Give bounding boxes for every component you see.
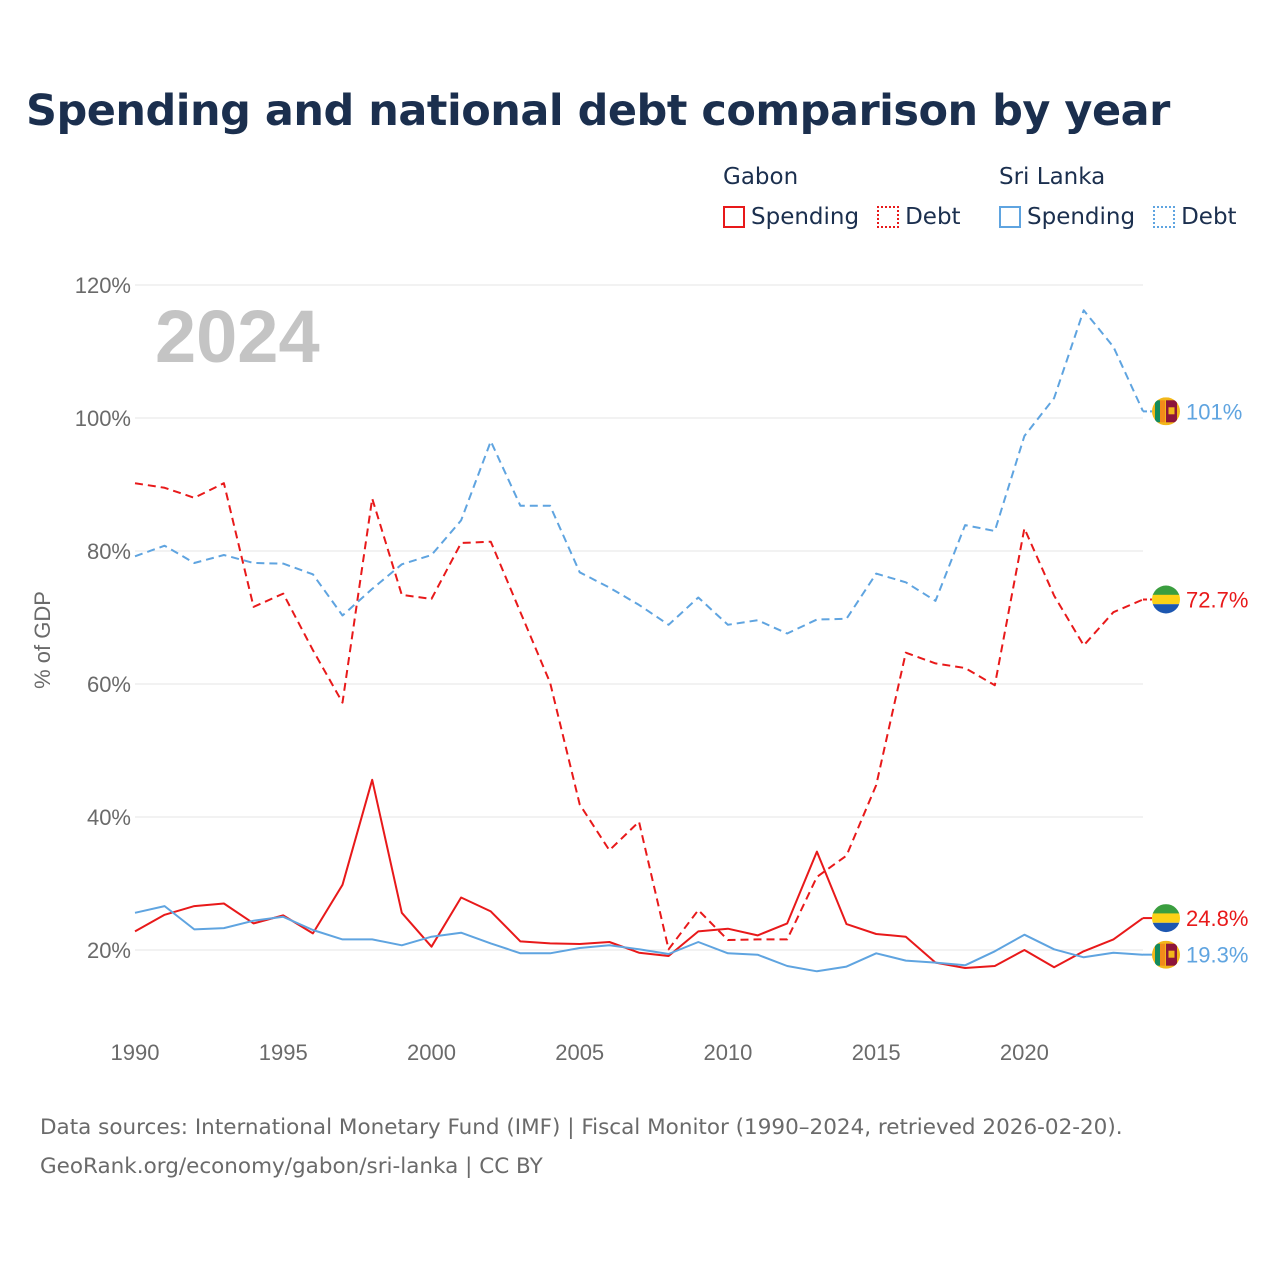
end-value-label: 19.3% [1186,943,1248,968]
series-line-sri-lanka-spending [134,905,1144,973]
legend-swatch-solid [999,206,1021,228]
flag-stripe-blue [1152,922,1180,933]
y-axis: 20% 40% 60% 80% 100% 120% [75,273,131,963]
y-tick-label: 100% [75,406,131,431]
x-tick-label: 1990 [111,1040,160,1065]
flag-stripe-green [1152,904,1180,915]
y-tick-label: 60% [87,672,131,697]
flag-band-orange [1160,400,1165,423]
footer: Data sources: International Monetary Fun… [40,1108,1123,1186]
legend-item-gabon-spending[interactable]: Spending [723,204,859,230]
series-line-gabon-spending [134,778,1144,969]
flag-stripe-yellow [1152,594,1180,605]
data-source: Data sources: International Monetary Fun… [40,1115,1123,1140]
flag-lion [1168,407,1175,415]
flag-band-orange [1160,943,1165,966]
legend-swatch-dashed [877,206,900,228]
flag-band-green [1155,400,1160,423]
legend-item-sri-lanka-spending[interactable]: Spending [999,204,1135,230]
x-tick-label: 1995 [259,1040,308,1065]
flag-stripe-yellow [1152,913,1180,923]
y-tick-label: 40% [87,805,131,830]
x-tick-label: 2000 [407,1040,456,1065]
flag-lion [1168,950,1175,958]
year-watermark: 2024 [155,295,320,378]
x-tick-label: 2005 [555,1040,604,1065]
gabon-flag-icon [1152,585,1180,614]
x-tick-label: 2020 [1000,1040,1049,1065]
series-lines [134,309,1144,973]
line-chart: 2024 20% 40% 60% 80% 100% 120% 1990 1995 2000 20… [30,273,1248,1065]
x-tick-label: 2010 [703,1040,752,1065]
legend-item-label: Spending [1027,204,1136,230]
page-title: Spending and national debt comparison by… [26,86,1170,136]
credit-link[interactable]: GeoRank.org/economy/gabon/sri-lanka | CC… [40,1154,543,1179]
legend-swatch-solid [723,206,745,228]
legend-item-gabon-debt[interactable]: Debt [877,204,961,230]
legend-group-sri-lanka: Sri Lanka Spending Debt [999,164,1255,230]
end-value-label: 72.7% [1186,588,1248,613]
sri-lanka-flag-icon [1152,940,1180,969]
end-value-label: 24.8% [1186,906,1248,931]
legend-item-label: Debt [1181,204,1237,230]
series-line-sri-lanka-debt [134,309,1144,635]
end-value-label: 101% [1186,399,1242,424]
flag-clip [1152,397,1180,426]
flag-stripe-blue [1152,604,1180,614]
flag-band-green [1155,943,1160,966]
flag-clip [1152,585,1180,614]
flag-clip [1152,940,1180,969]
y-tick-label: 80% [87,539,131,564]
legend-group-label: Gabon [723,164,799,190]
legend-group-label: Sri Lanka [999,164,1106,190]
legend-swatch-dashed [1153,206,1176,228]
legend-group-gabon: Gabon Spending Debt [723,164,979,230]
flag-stripe-green [1152,585,1180,596]
y-axis-label: % of GDP [30,591,55,689]
y-tick-label: 120% [75,273,131,298]
legend-item-sri-lanka-debt[interactable]: Debt [1153,204,1237,230]
gabon-flag-icon [1152,904,1180,933]
sri-lanka-flag-icon [1152,397,1180,426]
y-tick-label: 20% [87,938,131,963]
x-tick-label: 2015 [852,1040,901,1065]
legend-item-label: Spending [751,204,860,230]
grid-lines [135,284,1143,951]
series-line-gabon-debt [134,482,1144,951]
legend-item-label: Debt [905,204,961,230]
flag-clip [1152,904,1180,933]
series-end-labels: 24.8% 72.7% 19.3% 101% [1143,397,1248,969]
x-axis: 1990 1995 2000 2005 2010 2015 2020 [111,1040,1049,1065]
